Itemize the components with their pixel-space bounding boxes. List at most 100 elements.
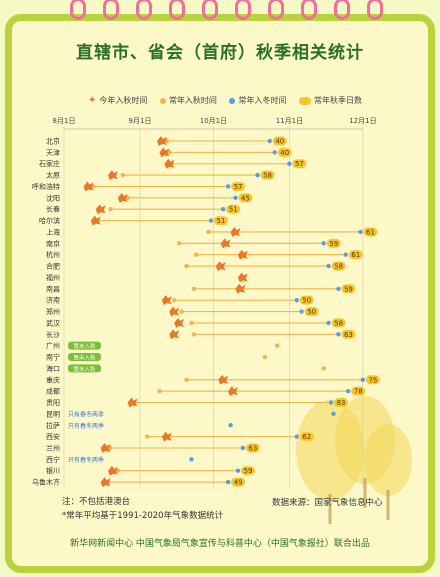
days-badge — [245, 443, 260, 453]
city-row: 合肥 58 — [46, 261, 346, 272]
days-badge — [334, 398, 349, 408]
days-badge-label: 62 — [302, 433, 311, 441]
winter-dot — [331, 411, 336, 417]
winter-dot — [221, 207, 226, 212]
winter-dot — [299, 309, 304, 314]
footnote-normal-period: *常年平均基于1991-2020年气象数据统计 — [62, 511, 224, 521]
city-row: 乌鲁木齐 49 — [32, 477, 246, 488]
normal-entry-dot — [194, 252, 199, 257]
city-row: 昆明 只有春冬两季 — [46, 410, 336, 418]
city-label: 呼和浩特 — [32, 182, 60, 191]
leaf-icon — [215, 261, 226, 272]
city-row: 南昌 59 — [46, 283, 356, 294]
days-badge — [363, 227, 378, 237]
leaf-icon — [100, 442, 111, 453]
legend: ✦ 今年入秋时间 常年入秋时间 常年入冬时间 常年秋季日数 — [88, 95, 418, 106]
city-label: 杭州 — [46, 250, 60, 259]
badge-icon — [299, 96, 312, 105]
legend-winter: 常年入冬时间 — [229, 95, 286, 106]
city-label: 成都 — [46, 387, 60, 396]
leaf-icon — [127, 397, 138, 408]
city-label: 合肥 — [46, 262, 60, 271]
x-tick-label: 8月1日 — [53, 117, 76, 125]
winter-dot — [321, 241, 326, 246]
winter-dot — [346, 388, 351, 394]
winter-dot — [336, 332, 341, 337]
winter-dot — [240, 445, 246, 451]
binder-ring — [103, 0, 119, 20]
city-label: 长沙 — [46, 330, 60, 339]
city-label: 西安 — [46, 432, 60, 441]
winter-dot — [326, 263, 331, 269]
days-badge — [304, 307, 319, 317]
leaf-icon — [220, 238, 231, 249]
days-badge-label: 57 — [234, 183, 243, 191]
days-badge — [272, 136, 287, 146]
days-badge — [299, 432, 314, 442]
days-badge-label: 63 — [344, 331, 353, 339]
city-label: 贵阳 — [46, 398, 60, 407]
days-badge-label: 58 — [334, 263, 343, 271]
days-badge — [231, 181, 246, 191]
days-badge — [365, 375, 380, 385]
normal-entry-dot — [145, 434, 150, 439]
days-badge — [299, 295, 314, 305]
days-badge — [260, 170, 275, 180]
city-label: 石家庄 — [39, 159, 60, 168]
days-badge — [231, 477, 246, 487]
normal-entry-dot — [189, 320, 194, 326]
normal-entry-dot — [191, 286, 197, 292]
winter-dot — [287, 161, 292, 166]
binder-ring — [169, 0, 185, 20]
days-badge-label: 59 — [329, 240, 338, 248]
city-label: 拉萨 — [46, 421, 60, 430]
city-row: 南宁 暂未入秋 — [46, 353, 268, 362]
city-label: 北京 — [46, 137, 60, 146]
dot-icon — [159, 97, 166, 104]
binder-ring — [235, 0, 251, 20]
leaf-icon — [157, 136, 167, 146]
city-label: 银川 — [46, 466, 60, 475]
leaf-icon — [235, 283, 246, 294]
winter-dot — [189, 457, 194, 462]
city-row: 上海 61 — [46, 226, 378, 237]
tree-trunk — [386, 490, 390, 520]
days-badge-label: 51 — [217, 217, 226, 225]
city-row: 贵阳 83 — [46, 397, 349, 408]
days-badge — [214, 216, 228, 226]
data-source: 数据来源：国家气象信息中心 — [272, 498, 383, 508]
binder-ring — [70, 0, 86, 20]
city-label: 海口 — [46, 364, 60, 373]
winter-dot — [294, 434, 299, 439]
normal-entry-dot — [191, 332, 197, 337]
city-row: 广州 暂未入秋 — [46, 341, 280, 350]
city-row: 沈阳 45 — [46, 192, 253, 203]
tree-trunk — [363, 478, 367, 508]
leaf-icon — [169, 306, 180, 317]
binder-ring — [367, 0, 383, 20]
days-badge-label: 57 — [295, 160, 304, 168]
chart-rows: 北京 40 天津 40 石家庄 57 太原 58 呼和浩特 57 沈阳 45 长春 51 哈尔滨 51 上海 61… — [32, 136, 380, 488]
city-row: 太原 58 — [46, 170, 275, 181]
city-label: 重庆 — [46, 375, 60, 384]
days-badge — [351, 386, 366, 396]
days-badge — [326, 238, 341, 248]
leaf-icon — [218, 374, 229, 385]
city-row: 哈尔滨 51 — [39, 215, 228, 226]
city-label: 哈尔滨 — [39, 216, 60, 225]
dot-icon — [229, 97, 236, 104]
city-label: 乌鲁木齐 — [32, 478, 60, 487]
leaf-icon — [159, 147, 170, 158]
days-badge-label: 58 — [334, 319, 343, 327]
binder-ring — [202, 0, 218, 20]
city-row: 呼和浩特 57 — [32, 181, 246, 192]
city-row: 长沙 63 — [46, 329, 356, 340]
days-badge-label: 59 — [243, 467, 252, 475]
city-label: 广州 — [46, 341, 60, 350]
city-row: 银川 59 — [46, 465, 255, 476]
normal-entry-dot — [176, 241, 182, 246]
city-label: 昆明 — [46, 410, 60, 418]
status-tag-label: 暂未入秋 — [73, 365, 96, 373]
leaf-icon — [90, 215, 101, 226]
days-badge-label: 40 — [275, 138, 284, 146]
